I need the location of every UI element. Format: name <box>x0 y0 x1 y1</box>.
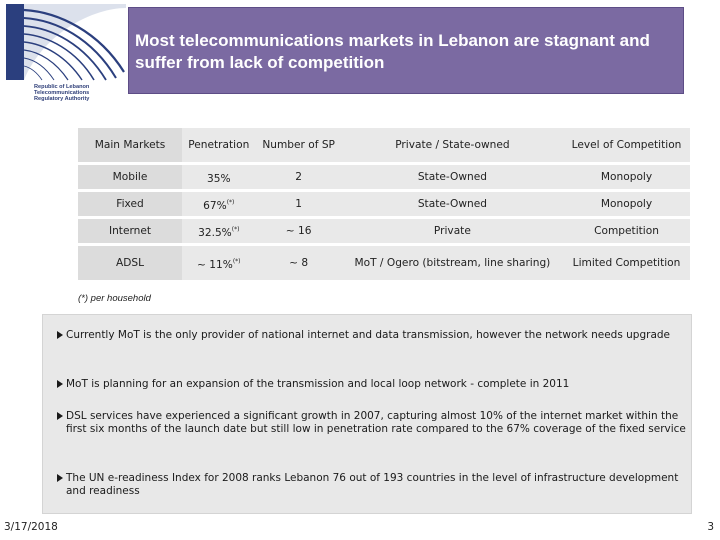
markets-table: Main Markets Penetration Number of SP Pr… <box>78 125 690 283</box>
bullet-item: The UN e-readiness Index for 2008 ranks … <box>57 472 687 497</box>
table-row: Mobile 35% 2 State-Owned Monopoly <box>78 165 690 189</box>
penetration-cell: 67%(*) <box>182 192 256 216</box>
penetration-cell: ~ 11%(*) <box>182 246 256 280</box>
table-row: Internet 32.5%(*) ~ 16 Private Competiti… <box>78 219 690 243</box>
bullet-item: Currently MoT is the only provider of na… <box>57 329 687 342</box>
bullet-panel: Currently MoT is the only provider of na… <box>42 314 692 514</box>
bullet-text: DSL services have experienced a signific… <box>66 410 686 435</box>
logo-text: Republic of Lebanon Telecommunications R… <box>34 84 126 103</box>
col-header-penetration: Penetration <box>182 128 256 162</box>
ownership-cell: State-Owned <box>341 165 564 189</box>
col-header-competition: Level of Competition <box>563 128 690 162</box>
sp-cell: ~ 8 <box>255 246 342 280</box>
market-cell: Internet <box>78 219 182 243</box>
penetration-value: 35% <box>206 172 231 185</box>
market-cell: Mobile <box>78 165 182 189</box>
penetration-cell: 35% <box>182 165 256 189</box>
penetration-value: 32.5% <box>198 226 232 239</box>
table-row: Fixed 67%(*) 1 State-Owned Monopoly <box>78 192 690 216</box>
sp-cell: 2 <box>255 165 342 189</box>
market-cell: Fixed <box>78 192 182 216</box>
sp-cell: 1 <box>255 192 342 216</box>
table-row: ADSL ~ 11%(*) ~ 8 MoT / Ogero (bitstream… <box>78 246 690 280</box>
bullet-arrow-icon <box>57 412 63 420</box>
competition-cell: Monopoly <box>563 192 690 216</box>
penetration-value: ~ 11% <box>197 258 233 271</box>
sp-cell: ~ 16 <box>255 219 342 243</box>
logo-line-3: Regulatory Authority <box>34 96 90 103</box>
table-header-row: Main Markets Penetration Number of SP Pr… <box>78 128 690 162</box>
bullet-item: MoT is planning for an expansion of the … <box>57 378 687 391</box>
ownership-cell: MoT / Ogero (bitstream, line sharing) <box>341 246 564 280</box>
bullet-text: The UN e-readiness Index for 2008 ranks … <box>66 472 679 497</box>
penetration-note: (*) <box>226 198 235 206</box>
penetration-value: 67% <box>203 199 227 212</box>
col-header-main-markets: Main Markets <box>78 128 182 162</box>
markets-table-grid: Main Markets Penetration Number of SP Pr… <box>78 125 690 283</box>
col-header-ownership: Private / State-owned <box>341 128 564 162</box>
title-banner: Most telecommunications markets in Leban… <box>128 7 684 94</box>
market-cell: ADSL <box>78 246 182 280</box>
logo-line-1: Republic of Lebanon <box>34 84 90 90</box>
penetration-note: (*) <box>232 257 241 265</box>
table-footnote: (*) per household <box>78 293 151 304</box>
logo-line-2: Telecommunications <box>34 90 90 97</box>
slide-date: 3/17/2018 <box>4 521 58 533</box>
bullet-arrow-icon <box>57 380 63 388</box>
competition-cell: Limited Competition <box>563 246 690 280</box>
competition-cell: Monopoly <box>563 165 690 189</box>
ownership-cell: Private <box>341 219 564 243</box>
bullet-arrow-icon <box>57 331 63 339</box>
bullet-text: MoT is planning for an expansion of the … <box>66 378 570 390</box>
slide-title: Most telecommunications markets in Leban… <box>135 31 650 72</box>
page-number: 3 <box>707 521 714 533</box>
ownership-cell: State-Owned <box>341 192 564 216</box>
penetration-cell: 32.5%(*) <box>182 219 256 243</box>
bullet-text: Currently MoT is the only provider of na… <box>66 329 671 341</box>
bullet-arrow-icon <box>57 474 63 482</box>
tra-emblem-icon <box>6 4 126 81</box>
bullet-item: DSL services have experienced a signific… <box>57 410 687 435</box>
competition-cell: Competition <box>563 219 690 243</box>
tra-logo: Republic of Lebanon Telecommunications R… <box>4 2 126 106</box>
penetration-note: (*) <box>231 225 240 233</box>
col-header-number-of-sp: Number of SP <box>255 128 342 162</box>
